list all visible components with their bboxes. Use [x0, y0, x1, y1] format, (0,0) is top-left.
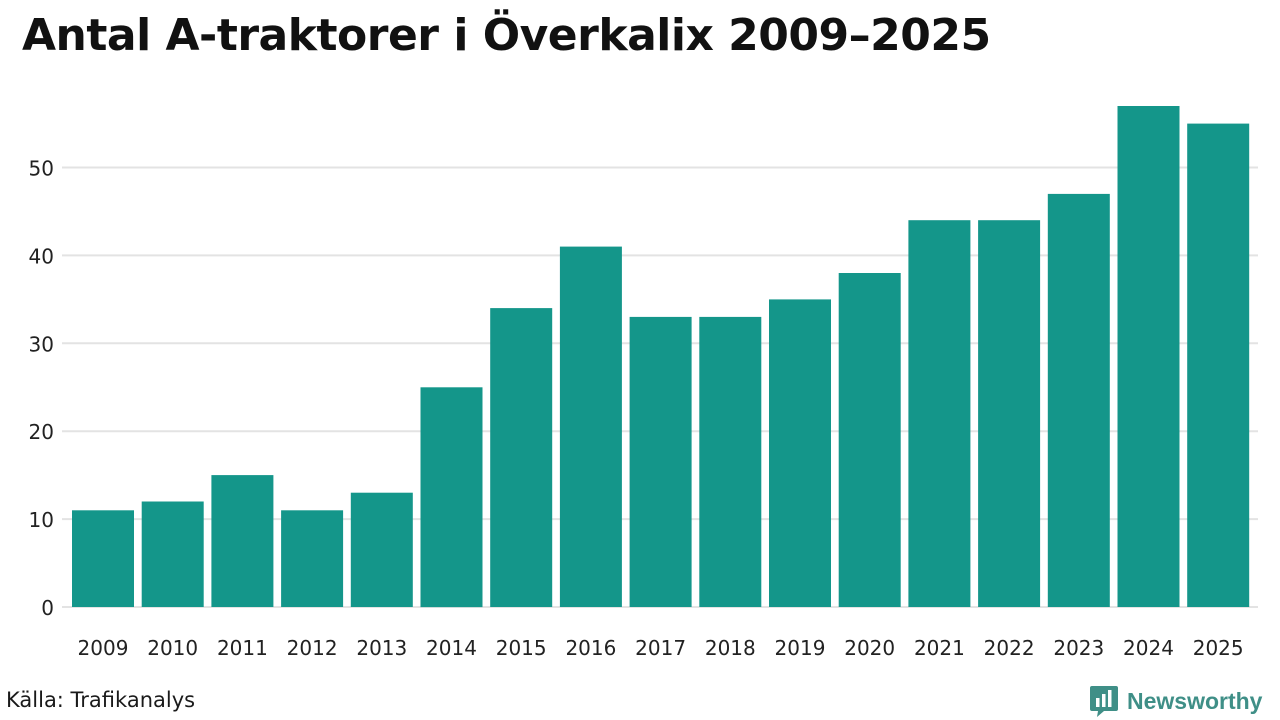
bar-2025: [1187, 123, 1250, 607]
y-tick-label: 30: [29, 332, 54, 356]
bar-2009: [72, 510, 134, 607]
brand-name: Newsworthy: [1127, 687, 1263, 714]
x-tick-label: 2012: [287, 636, 338, 660]
y-tick-label: 20: [29, 420, 54, 444]
bar-2019: [769, 299, 831, 607]
x-tick-label: 2016: [565, 636, 616, 660]
bar-2020: [838, 273, 901, 607]
bar-2016: [559, 246, 622, 607]
bar-2014: [420, 387, 483, 608]
bar-2022: [978, 220, 1041, 607]
bar-2013: [350, 492, 413, 607]
y-tick-label: 10: [29, 508, 54, 532]
bars: [72, 106, 1250, 608]
bar-2018: [699, 316, 762, 607]
x-tick-label: 2019: [775, 636, 826, 660]
x-tick-label: 2023: [1053, 636, 1104, 660]
x-tick-label: 2014: [426, 636, 477, 660]
bar-2015: [490, 308, 553, 607]
y-axis-ticks: 0 10 20 30 40 50: [29, 157, 54, 621]
x-tick-label: 2024: [1123, 636, 1174, 660]
x-tick-label: 2010: [147, 636, 198, 660]
y-tick-label: 50: [29, 157, 54, 181]
bar-2021: [908, 220, 971, 607]
x-tick-label: 2017: [635, 636, 686, 660]
y-tick-label: 0: [41, 596, 54, 620]
bar-2011: [211, 475, 274, 607]
x-tick-label: 2015: [496, 636, 547, 660]
source-note: Källa: Trafikanalys: [6, 688, 196, 712]
x-tick-label: 2022: [984, 636, 1035, 660]
bar-2024: [1117, 106, 1180, 607]
bar-2017: [629, 316, 692, 607]
x-tick-label: 2021: [914, 636, 965, 660]
x-tick-label: 2009: [78, 636, 129, 660]
bar-2023: [1047, 193, 1110, 607]
chart-title: Antal A-traktorer i Överkalix 2009–2025: [22, 10, 991, 61]
x-tick-label: 2013: [356, 636, 407, 660]
bar-2012: [281, 510, 344, 607]
x-axis-ticks: 2009 2010 2011 2012 2013 2014 2015 2016 2017 2018…: [78, 636, 1244, 660]
x-tick-label: 2011: [217, 636, 268, 660]
newsworthy-logo-icon: [1090, 686, 1118, 717]
y-tick-label: 40: [29, 244, 54, 268]
brand-logo: Newsworthy: [1089, 684, 1262, 718]
x-tick-label: 2020: [844, 636, 895, 660]
x-tick-label: 2025: [1193, 636, 1244, 660]
bar-2010: [141, 501, 204, 607]
x-tick-label: 2018: [705, 636, 756, 660]
